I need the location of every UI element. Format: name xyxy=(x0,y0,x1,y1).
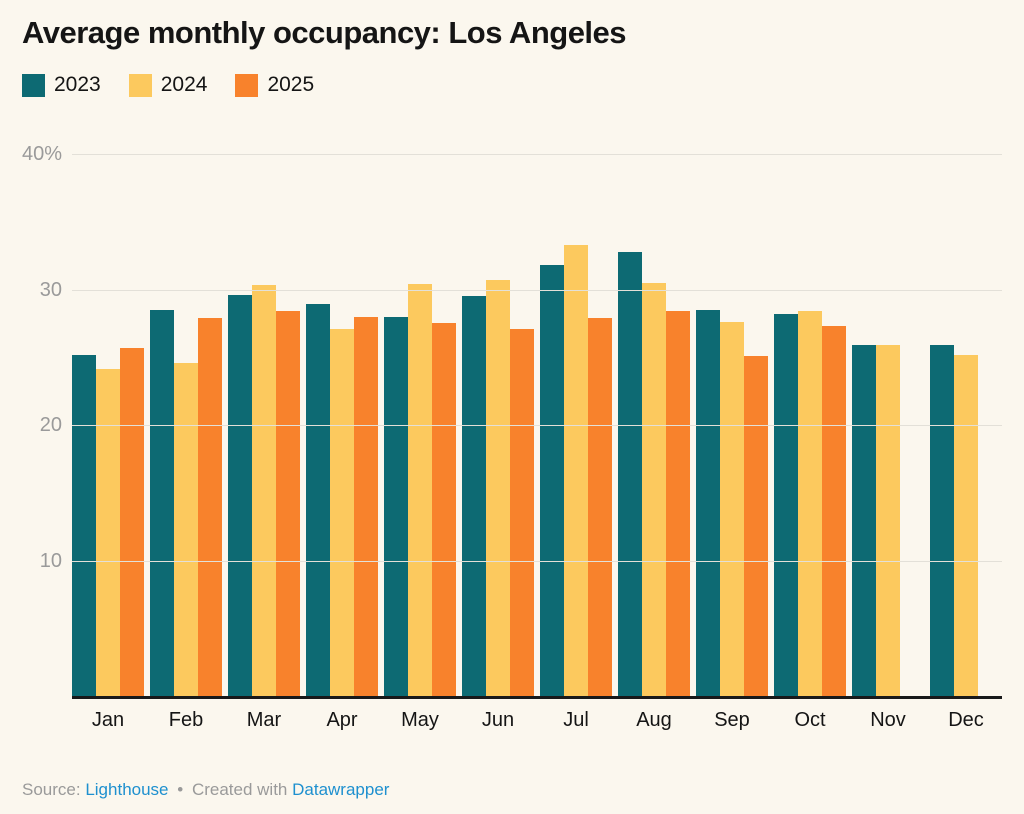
gridline-20 xyxy=(72,425,1002,426)
bar-2024-oct xyxy=(798,311,822,696)
x-axis-label-aug: Aug xyxy=(636,709,672,731)
gridline-40 xyxy=(72,154,1002,155)
bar-2025-may xyxy=(432,323,456,696)
plot-bars xyxy=(72,154,1002,696)
bar-group-feb xyxy=(150,154,222,696)
bar-group-dec xyxy=(930,154,1002,696)
bar-group-mar xyxy=(228,154,300,696)
x-axis-label-mar: Mar xyxy=(246,709,282,731)
bar-group-jul xyxy=(540,154,612,696)
bar-2025-jun xyxy=(510,328,534,696)
bar-group-jun xyxy=(462,154,534,696)
bar-2023-may xyxy=(384,316,408,696)
gridline-10 xyxy=(72,560,1002,562)
legend-label-2025: 2025 xyxy=(267,73,315,96)
x-axis-labels: Jan Feb Mar Apr May Jun Jul Aug Sep Oct Nov Dec xyxy=(72,709,1002,731)
bar-group-sep xyxy=(696,154,768,696)
bar-2025-apr xyxy=(354,316,378,696)
bar-2023-apr xyxy=(306,304,330,696)
bar-2023-feb xyxy=(150,309,174,696)
x-axis-label-apr: Apr xyxy=(326,709,358,731)
bar-2024-dec xyxy=(954,354,978,696)
created-with-label: Created with xyxy=(191,780,288,799)
bar-2025-feb xyxy=(198,317,222,696)
bar-group-oct xyxy=(774,154,846,696)
legend-item-2023: 2023 xyxy=(22,73,101,97)
x-axis-label-dec: Dec xyxy=(948,709,984,731)
bar-2023-dec xyxy=(930,345,954,696)
bar-2025-sep xyxy=(744,355,768,696)
x-axis-label-jun: Jun xyxy=(481,709,515,731)
bar-2024-jan xyxy=(96,369,120,696)
plot-area: 40% 30 20 10 xyxy=(22,144,1002,699)
legend: 2023 2024 2025 xyxy=(22,72,1002,98)
bar-2024-mar xyxy=(252,285,276,696)
bar-group-jan xyxy=(72,154,144,696)
legend-label-2023: 2023 xyxy=(54,73,101,96)
legend-label-2024: 2024 xyxy=(160,73,208,96)
x-axis-label-nov: Nov xyxy=(870,709,906,731)
x-axis-label-sep: Sep xyxy=(714,709,750,731)
bar-group-apr xyxy=(306,154,378,696)
bar-group-aug xyxy=(618,154,690,696)
bar-2025-oct xyxy=(822,326,846,696)
x-axis-label-jan: Jan xyxy=(91,709,125,731)
bar-2024-nov xyxy=(876,345,900,696)
gridline-30 xyxy=(72,289,1002,291)
footer-separator: • xyxy=(177,780,184,799)
bar-2025-aug xyxy=(666,311,690,696)
x-axis-label-feb: Feb xyxy=(168,709,204,731)
bar-2025-jul xyxy=(588,317,612,696)
bar-2024-jun xyxy=(486,280,510,696)
bar-2025-mar xyxy=(276,311,300,696)
bar-2023-oct xyxy=(774,313,798,696)
bar-2023-jan xyxy=(72,354,96,696)
y-tick-label-10: 10 xyxy=(39,549,62,572)
bar-group-nov xyxy=(852,154,924,696)
legend-item-2024: 2024 xyxy=(128,73,208,97)
y-tick-label-20: 20 xyxy=(39,414,62,436)
bar-2024-feb xyxy=(174,362,198,696)
bar-2025-jan xyxy=(120,347,144,696)
bar-2024-apr xyxy=(330,328,354,696)
datawrapper-link[interactable]: Datawrapper xyxy=(292,780,390,799)
bar-2023-mar xyxy=(228,294,252,696)
bar-2024-sep xyxy=(720,322,744,696)
bar-2023-sep xyxy=(696,309,720,696)
bar-2023-nov xyxy=(852,345,876,696)
y-tick-label-30: 30 xyxy=(39,278,62,301)
bar-2023-jul xyxy=(540,265,564,696)
bar-2024-jul xyxy=(564,244,588,696)
x-axis-label-may: May xyxy=(401,709,439,731)
bar-2024-may xyxy=(408,284,432,696)
legend-swatch-2023 xyxy=(22,73,45,97)
bar-2024-aug xyxy=(642,282,666,696)
chart-title: Average monthly occupancy: Los Angeles xyxy=(22,15,627,50)
bar-2023-jun xyxy=(462,296,486,696)
y-tick-label-40: 40% xyxy=(21,143,62,165)
source-link[interactable]: Lighthouse xyxy=(85,780,169,799)
legend-item-2025: 2025 xyxy=(235,73,314,97)
footer: Source: Lighthouse • Created with Datawr… xyxy=(22,780,1002,800)
bar-chart: 40% 30 20 10 Jan Feb Mar Apr May Jun Jul Aug Sep Oct… xyxy=(22,144,1002,731)
x-axis-label-oct: Oct xyxy=(794,709,826,731)
x-axis-label-jul: Jul xyxy=(563,709,589,731)
legend-swatch-2024 xyxy=(128,73,152,97)
source-label: Source: xyxy=(22,780,81,799)
bar-group-may xyxy=(384,154,456,696)
legend-swatch-2025 xyxy=(235,73,259,97)
bar-2023-aug xyxy=(618,251,642,696)
